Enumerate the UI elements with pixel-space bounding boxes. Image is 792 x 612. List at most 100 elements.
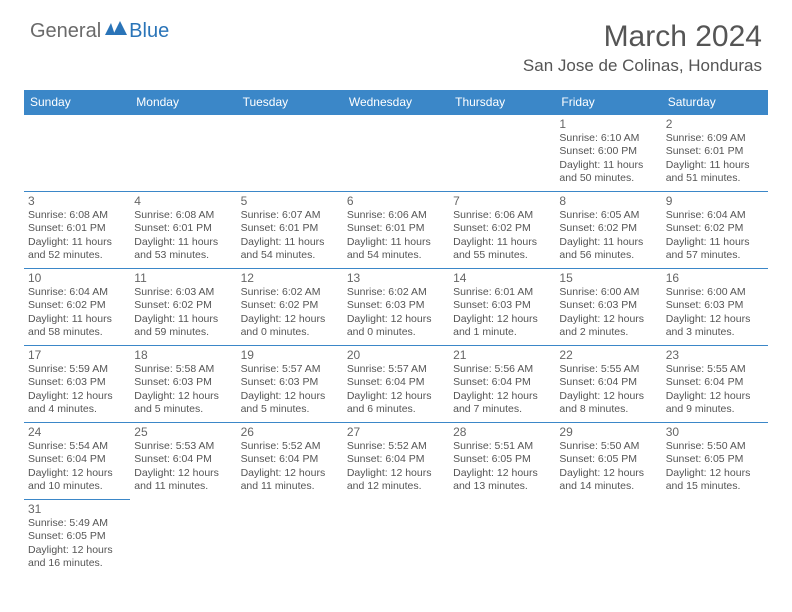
day-detail: Daylight: 12 hours (347, 390, 445, 403)
day-detail: Sunrise: 5:55 AM (559, 363, 657, 376)
day-detail: Daylight: 11 hours (347, 236, 445, 249)
day-detail: Sunset: 6:04 PM (559, 376, 657, 389)
calendar-cell: 3Sunrise: 6:08 AMSunset: 6:01 PMDaylight… (24, 192, 130, 269)
calendar-body: 1Sunrise: 6:10 AMSunset: 6:00 PMDaylight… (24, 115, 768, 577)
day-detail: and 54 minutes. (241, 249, 339, 262)
calendar-cell: 9Sunrise: 6:04 AMSunset: 6:02 PMDaylight… (662, 192, 768, 269)
day-number: 17 (28, 348, 126, 362)
day-detail: Daylight: 12 hours (559, 467, 657, 480)
day-detail: Sunrise: 6:06 AM (453, 209, 551, 222)
day-detail: Sunset: 6:02 PM (28, 299, 126, 312)
day-detail: Daylight: 11 hours (241, 236, 339, 249)
day-number: 7 (453, 194, 551, 208)
day-number: 10 (28, 271, 126, 285)
day-detail: Sunset: 6:01 PM (28, 222, 126, 235)
calendar-row: 31Sunrise: 5:49 AMSunset: 6:05 PMDayligh… (24, 500, 768, 577)
day-detail: and 53 minutes. (134, 249, 232, 262)
day-detail: Daylight: 12 hours (134, 390, 232, 403)
day-detail: and 5 minutes. (134, 403, 232, 416)
calendar-cell: 29Sunrise: 5:50 AMSunset: 6:05 PMDayligh… (555, 423, 661, 500)
day-number: 3 (28, 194, 126, 208)
calendar-cell (237, 115, 343, 192)
calendar-row: 17Sunrise: 5:59 AMSunset: 6:03 PMDayligh… (24, 346, 768, 423)
weekday-header: Tuesday (237, 90, 343, 115)
calendar-cell: 27Sunrise: 5:52 AMSunset: 6:04 PMDayligh… (343, 423, 449, 500)
day-number: 16 (666, 271, 764, 285)
location: San Jose de Colinas, Honduras (523, 56, 762, 76)
day-detail: Daylight: 11 hours (453, 236, 551, 249)
day-detail: Daylight: 12 hours (453, 313, 551, 326)
day-detail: Sunrise: 5:52 AM (241, 440, 339, 453)
calendar-cell: 18Sunrise: 5:58 AMSunset: 6:03 PMDayligh… (130, 346, 236, 423)
day-detail: Sunset: 6:05 PM (559, 453, 657, 466)
calendar-cell: 20Sunrise: 5:57 AMSunset: 6:04 PMDayligh… (343, 346, 449, 423)
calendar-cell: 1Sunrise: 6:10 AMSunset: 6:00 PMDaylight… (555, 115, 661, 192)
calendar-row: 3Sunrise: 6:08 AMSunset: 6:01 PMDaylight… (24, 192, 768, 269)
day-detail: Sunset: 6:01 PM (347, 222, 445, 235)
calendar-cell: 16Sunrise: 6:00 AMSunset: 6:03 PMDayligh… (662, 269, 768, 346)
calendar-cell: 30Sunrise: 5:50 AMSunset: 6:05 PMDayligh… (662, 423, 768, 500)
day-detail: and 1 minute. (453, 326, 551, 339)
day-detail: Daylight: 12 hours (347, 313, 445, 326)
day-detail: Sunset: 6:04 PM (666, 376, 764, 389)
day-detail: Daylight: 12 hours (28, 390, 126, 403)
day-number: 29 (559, 425, 657, 439)
calendar-cell: 24Sunrise: 5:54 AMSunset: 6:04 PMDayligh… (24, 423, 130, 500)
day-detail: Sunrise: 6:08 AM (134, 209, 232, 222)
weekday-header: Friday (555, 90, 661, 115)
day-detail: Sunrise: 5:57 AM (347, 363, 445, 376)
day-number: 15 (559, 271, 657, 285)
day-detail: Daylight: 11 hours (666, 236, 764, 249)
day-detail: Sunrise: 6:06 AM (347, 209, 445, 222)
day-number: 6 (347, 194, 445, 208)
day-detail: Sunset: 6:03 PM (453, 299, 551, 312)
day-detail: Sunset: 6:04 PM (28, 453, 126, 466)
calendar-cell: 26Sunrise: 5:52 AMSunset: 6:04 PMDayligh… (237, 423, 343, 500)
header: General Blue March 2024 San Jose de Coli… (0, 0, 792, 82)
day-number: 20 (347, 348, 445, 362)
calendar-row: 24Sunrise: 5:54 AMSunset: 6:04 PMDayligh… (24, 423, 768, 500)
day-detail: Sunset: 6:01 PM (241, 222, 339, 235)
day-detail: and 56 minutes. (559, 249, 657, 262)
calendar-cell (555, 500, 661, 577)
day-detail: Sunrise: 6:04 AM (28, 286, 126, 299)
day-detail: Daylight: 12 hours (241, 313, 339, 326)
day-detail: Sunrise: 5:51 AM (453, 440, 551, 453)
day-detail: Sunset: 6:03 PM (666, 299, 764, 312)
calendar-cell: 13Sunrise: 6:02 AMSunset: 6:03 PMDayligh… (343, 269, 449, 346)
day-detail: Sunset: 6:03 PM (28, 376, 126, 389)
calendar-cell (343, 115, 449, 192)
day-detail: Sunset: 6:04 PM (453, 376, 551, 389)
day-detail: Sunset: 6:02 PM (666, 222, 764, 235)
day-number: 24 (28, 425, 126, 439)
title-block: March 2024 San Jose de Colinas, Honduras (523, 20, 762, 76)
logo-text-general: General (30, 20, 101, 43)
day-detail: and 14 minutes. (559, 480, 657, 493)
day-detail: and 15 minutes. (666, 480, 764, 493)
day-detail: and 10 minutes. (28, 480, 126, 493)
calendar-row: 1Sunrise: 6:10 AMSunset: 6:00 PMDaylight… (24, 115, 768, 192)
day-detail: Sunset: 6:01 PM (666, 145, 764, 158)
calendar-cell: 12Sunrise: 6:02 AMSunset: 6:02 PMDayligh… (237, 269, 343, 346)
day-detail: Sunset: 6:05 PM (28, 530, 126, 543)
day-number: 30 (666, 425, 764, 439)
day-detail: and 9 minutes. (666, 403, 764, 416)
calendar-cell: 4Sunrise: 6:08 AMSunset: 6:01 PMDaylight… (130, 192, 236, 269)
month-title: March 2024 (523, 20, 762, 54)
day-number: 9 (666, 194, 764, 208)
day-detail: and 2 minutes. (559, 326, 657, 339)
day-detail: Sunrise: 6:09 AM (666, 132, 764, 145)
day-detail: and 4 minutes. (28, 403, 126, 416)
day-detail: and 51 minutes. (666, 172, 764, 185)
day-detail: Daylight: 11 hours (28, 236, 126, 249)
logo-text-blue: Blue (129, 20, 169, 43)
day-detail: Sunset: 6:04 PM (134, 453, 232, 466)
calendar-cell: 15Sunrise: 6:00 AMSunset: 6:03 PMDayligh… (555, 269, 661, 346)
calendar-cell (24, 115, 130, 192)
day-detail: Sunrise: 6:03 AM (134, 286, 232, 299)
day-detail: and 13 minutes. (453, 480, 551, 493)
day-detail: Sunset: 6:03 PM (347, 299, 445, 312)
day-detail: Daylight: 11 hours (559, 159, 657, 172)
day-detail: Sunset: 6:04 PM (241, 453, 339, 466)
calendar-cell (130, 500, 236, 577)
